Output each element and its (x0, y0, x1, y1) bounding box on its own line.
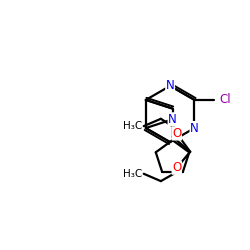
Text: N: N (168, 113, 177, 126)
Text: O: O (172, 161, 182, 174)
Text: N: N (166, 80, 174, 92)
Text: N: N (190, 122, 199, 134)
Text: O: O (172, 127, 182, 140)
Text: H₃C: H₃C (123, 169, 142, 179)
Text: Cl: Cl (219, 94, 230, 106)
Text: H₃C: H₃C (123, 121, 142, 131)
